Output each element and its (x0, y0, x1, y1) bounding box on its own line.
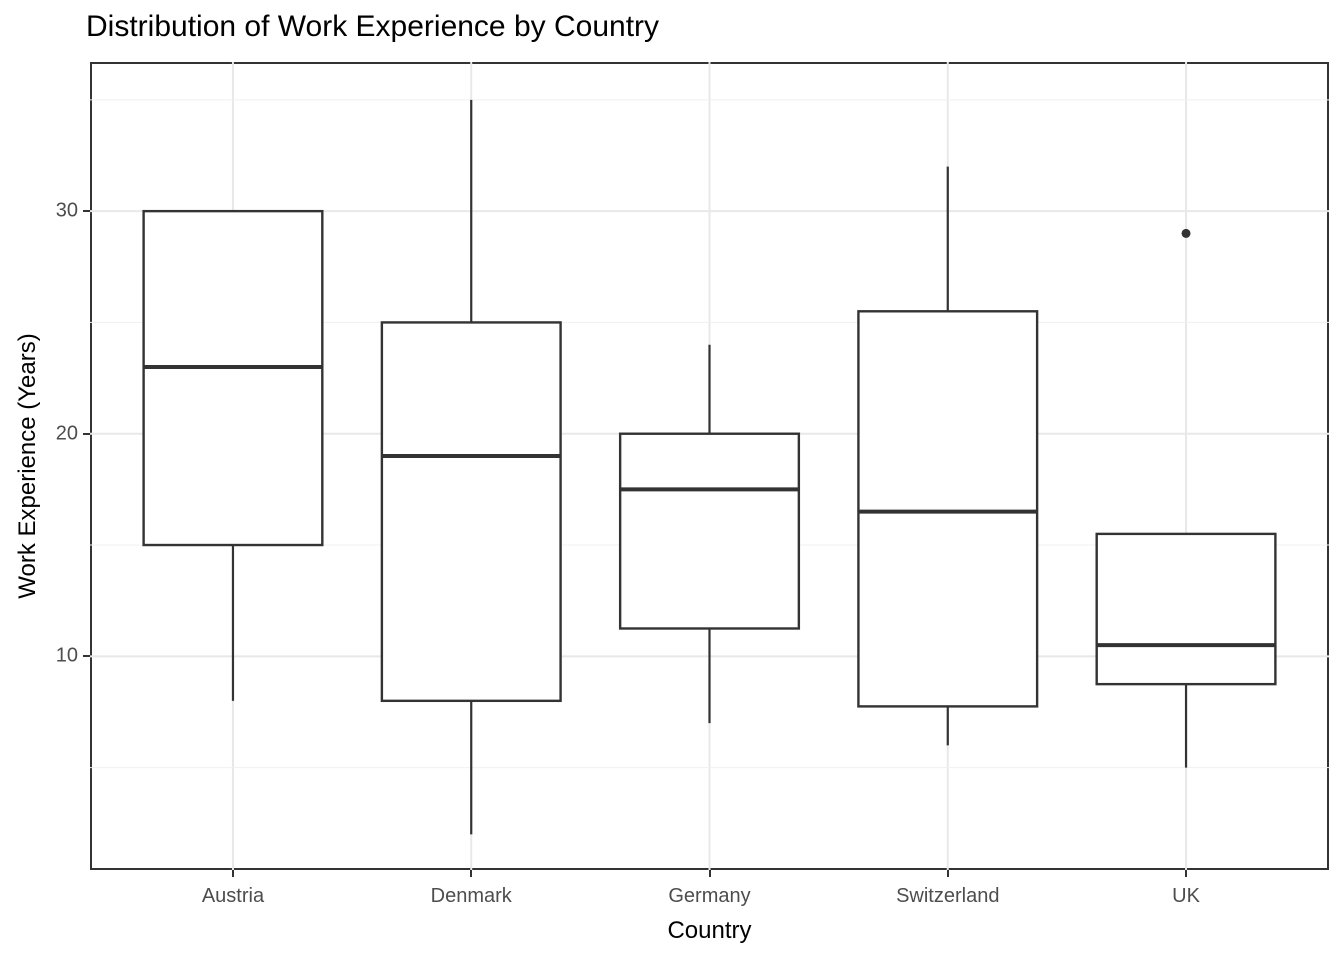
plot-title: Distribution of Work Experience by Count… (86, 10, 660, 43)
y-tick-label-10: 10 (55, 644, 78, 667)
x-tick-mark-austria (231, 870, 234, 877)
x-tick-mark-uk (1185, 870, 1188, 877)
y-tick-label-20: 20 (55, 422, 78, 445)
y-axis-title: Work Experience (Years) (14, 333, 41, 599)
y-tick-mark-10 (83, 655, 90, 658)
box-germany (618, 432, 801, 630)
x-tick-label-uk: UK (1172, 885, 1200, 907)
x-axis-title: Country (667, 917, 752, 944)
x-tick-label-denmark: Denmark (430, 885, 512, 907)
box-switzerland (857, 310, 1039, 708)
x-tick-label-germany: Germany (668, 885, 751, 907)
outlier-point-uk (1181, 228, 1191, 238)
box-denmark (380, 321, 562, 703)
x-tick-mark-denmark (470, 870, 473, 877)
box-austria (142, 209, 324, 547)
box-uk (1095, 532, 1277, 686)
x-tick-label-switzerland: Switzerland (896, 885, 1000, 907)
x-tick-label-austria: Austria (201, 885, 265, 907)
y-tick-mark-20 (83, 432, 90, 435)
boxplot-canvas (90, 62, 1329, 870)
x-tick-mark-germany (708, 870, 711, 877)
y-tick-mark-30 (83, 210, 90, 213)
x-tick-mark-switzerland (946, 870, 949, 877)
y-tick-label-30: 30 (55, 199, 78, 222)
